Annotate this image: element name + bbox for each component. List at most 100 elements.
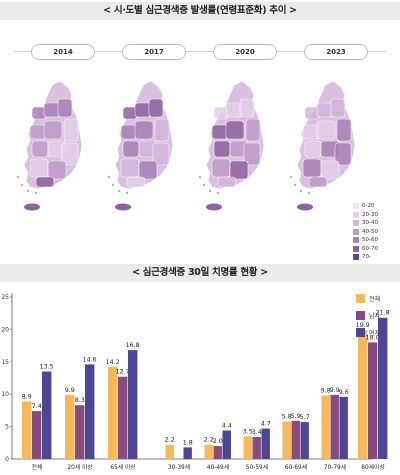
bar	[65, 394, 75, 459]
x-tick-label: 20세 이상	[67, 463, 93, 471]
small-island	[117, 189, 121, 193]
region-fill	[308, 176, 328, 188]
region-fill	[334, 142, 352, 166]
small-island	[34, 191, 38, 195]
x-tick-label: 전체	[32, 463, 43, 471]
small-island	[107, 175, 111, 179]
region-fill	[61, 142, 79, 166]
map-legend-item: 40-50	[353, 228, 378, 237]
map-legend-item: 70-	[353, 253, 378, 262]
legend-swatch	[353, 228, 359, 235]
legend-swatch	[353, 211, 359, 218]
korea-map	[16, 80, 83, 211]
y-tick-label: 20	[1, 326, 9, 333]
data-label: 5.8	[282, 413, 292, 420]
bar	[330, 394, 339, 459]
data-label: 2.2	[204, 437, 214, 444]
korea-map	[107, 80, 174, 211]
korea-region-maps	[16, 80, 356, 211]
bar	[282, 421, 291, 459]
region-fill	[225, 120, 245, 140]
bar	[252, 436, 261, 459]
data-label: 9.9	[65, 387, 75, 394]
x-tick-label: 30-39세	[168, 463, 190, 471]
region-fill	[336, 118, 352, 142]
data-label: 5.9	[291, 413, 301, 420]
bar	[339, 396, 348, 459]
bar	[368, 342, 378, 459]
legend-item-female: 여자	[356, 324, 380, 341]
region-fill	[330, 98, 346, 118]
small-island	[198, 175, 202, 179]
small-island	[208, 189, 212, 193]
small-island	[26, 189, 30, 193]
jeju-island	[115, 203, 131, 211]
bar	[32, 411, 42, 459]
bar	[261, 428, 270, 459]
data-label: 18.0	[366, 334, 380, 341]
region-fill	[57, 98, 73, 118]
y-tick-label: 5	[5, 424, 9, 431]
small-island	[125, 191, 129, 195]
data-label: 19.9	[356, 322, 370, 329]
region-fill	[138, 160, 158, 180]
bar	[85, 364, 95, 459]
data-label: 12.7	[116, 369, 130, 376]
region-fill	[154, 118, 170, 142]
region-fill	[126, 176, 146, 188]
data-label: 9.9	[330, 387, 340, 394]
bar	[222, 430, 231, 459]
map-section-title: < 시·도별 심근경색증 발생률(연령표준화) 추이 >	[0, 2, 400, 20]
small-island	[20, 183, 24, 187]
region-fill	[239, 98, 255, 118]
map-legend-item: 50-60	[353, 236, 378, 245]
bar	[213, 446, 222, 459]
data-label: 3.4	[252, 429, 262, 436]
year-timeline-line	[14, 51, 386, 52]
data-label: 2.2	[165, 437, 175, 444]
small-island	[299, 189, 303, 193]
region-fill	[217, 176, 237, 188]
small-island	[216, 191, 220, 195]
small-island	[202, 183, 206, 187]
bar	[300, 422, 309, 459]
x-tick-label: 60-69세	[285, 463, 307, 471]
x-tick-label: 40-49세	[207, 463, 229, 471]
year-pill-2014: 2014	[31, 44, 95, 60]
bar	[378, 317, 388, 459]
data-label: 9.8	[321, 387, 331, 394]
bar	[128, 350, 138, 459]
bar	[243, 436, 252, 459]
bar	[75, 405, 85, 459]
data-label: 7.4	[32, 403, 42, 410]
map-legend-item: 30-40	[353, 219, 378, 228]
region-fill	[245, 118, 261, 142]
data-label: 9.6	[339, 389, 349, 396]
data-label: 1.8	[183, 439, 193, 446]
bar	[42, 371, 52, 459]
year-pill-2023: 2023	[304, 44, 368, 60]
region-fill	[243, 142, 261, 166]
small-island	[111, 183, 115, 187]
region-fill	[134, 120, 154, 140]
year-pill-2017: 2017	[122, 44, 186, 60]
bar	[291, 420, 300, 459]
bar	[165, 444, 174, 459]
legend-swatch	[353, 245, 359, 252]
data-label: 5.7	[300, 414, 310, 421]
x-tick-label: 65세 이상	[110, 463, 136, 471]
data-label: 16.8	[126, 342, 140, 349]
korea-map	[289, 80, 356, 211]
data-label: 14.6	[83, 356, 97, 363]
y-tick-label: 0	[5, 456, 9, 463]
small-island	[307, 191, 311, 195]
legend-swatch	[353, 254, 359, 261]
data-label: 2.0	[213, 438, 223, 445]
data-label: 8.9	[22, 393, 32, 400]
bar	[22, 401, 32, 459]
legend-swatch	[353, 203, 359, 210]
y-tick-label: 25	[1, 294, 9, 301]
chart-legend: 전체 남자 여자	[356, 290, 380, 341]
region-fill	[63, 118, 79, 142]
